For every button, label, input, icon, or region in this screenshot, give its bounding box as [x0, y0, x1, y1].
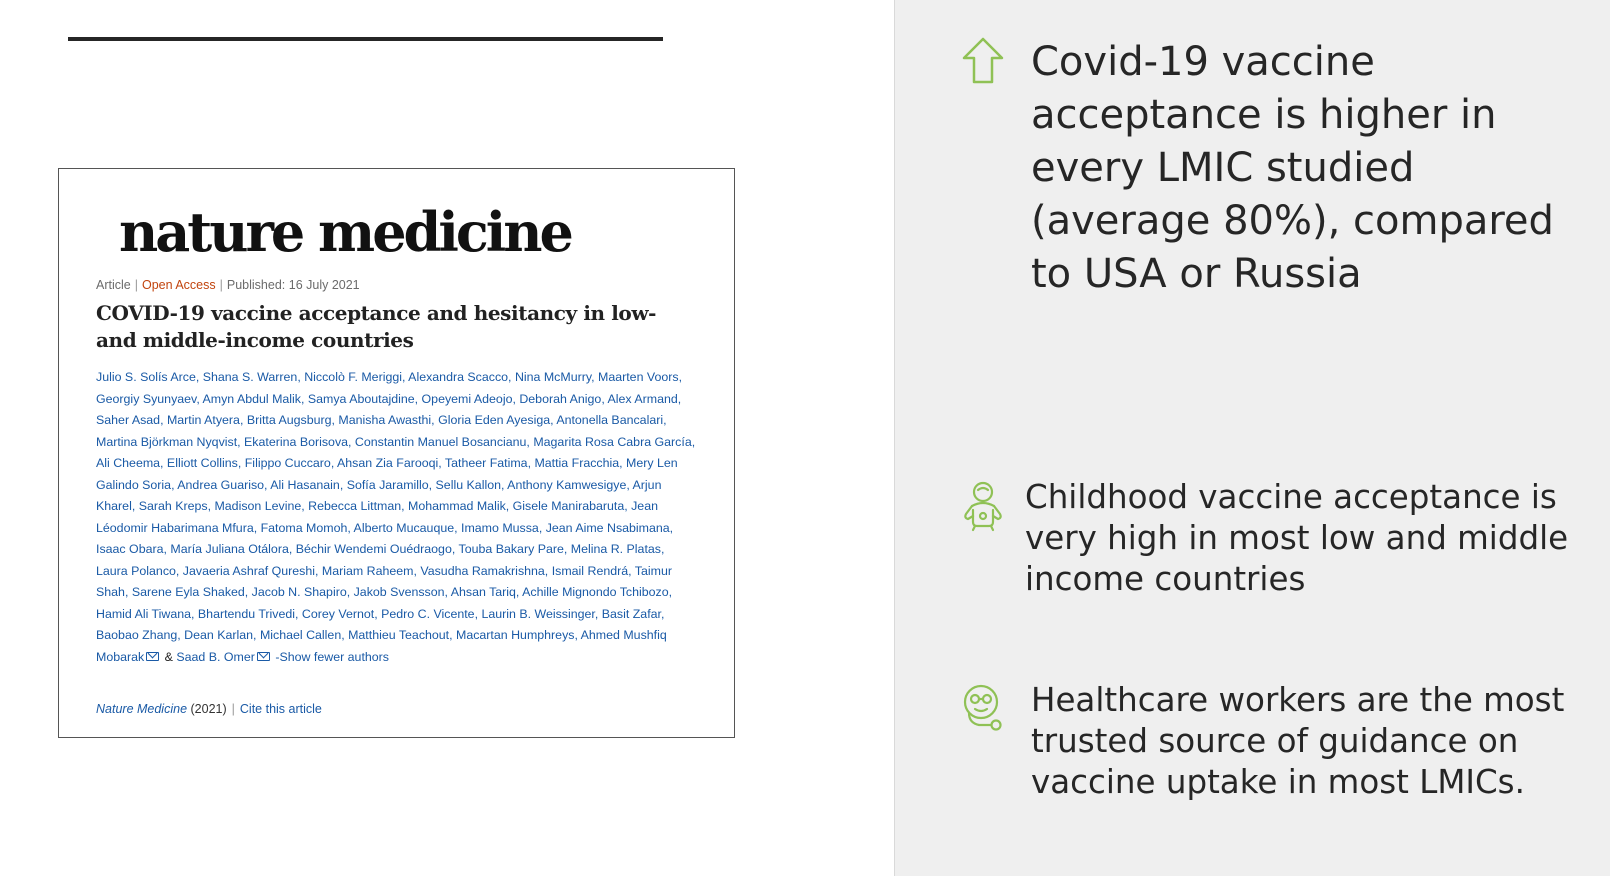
top-divider-rule — [68, 37, 663, 41]
doctor-stethoscope-icon — [961, 682, 1007, 736]
article-screenshot-card: nature medicine Article | Open Access | Publ… — [58, 168, 735, 738]
baby-icon — [961, 480, 1005, 536]
key-point-text: Covid-19 vaccine acceptance is higher in… — [1031, 39, 1554, 297]
separator: | — [134, 278, 138, 292]
citation-line: Nature Medicine (2021) | Cite this article — [96, 702, 322, 716]
citation-journal: Nature Medicine — [96, 702, 188, 716]
mail-icon[interactable] — [256, 651, 270, 661]
article-meta-line: Article | Open Access | Published: 16 July 2… — [96, 278, 360, 292]
arrow-up-icon — [961, 36, 1005, 90]
author-list: Julio S. Solís Arce, Shana S. Warren, Ni… — [96, 367, 696, 668]
separator: | — [219, 278, 223, 292]
last-author[interactable]: Saad B. Omer — [176, 649, 255, 664]
article-title: COVID-19 vaccine acceptance and hesitanc… — [96, 301, 657, 352]
key-point-text: Healthcare workers are the most trusted … — [1031, 681, 1565, 801]
cite-article-link[interactable]: Cite this article — [239, 702, 322, 716]
journal-logo: nature medicine — [119, 200, 574, 264]
show-fewer-authors-link[interactable]: -Show fewer authors — [275, 649, 389, 664]
open-access-badge: Open Access — [141, 278, 216, 292]
authors-text[interactable]: Julio S. Solís Arce, Shana S. Warren, Ni… — [96, 370, 696, 664]
citation-year: (2021) — [190, 702, 227, 716]
mail-icon[interactable] — [146, 651, 160, 661]
separator: | — [231, 702, 235, 716]
key-point-text: Childhood vaccine acceptance is very hig… — [1025, 478, 1569, 598]
published-date: Published: 16 July 2021 — [226, 278, 360, 292]
article-type: Article — [96, 278, 131, 292]
key-points-panel: Covid-19 vaccine acceptance is higher in… — [894, 0, 1610, 876]
author-connector: & — [164, 649, 173, 664]
